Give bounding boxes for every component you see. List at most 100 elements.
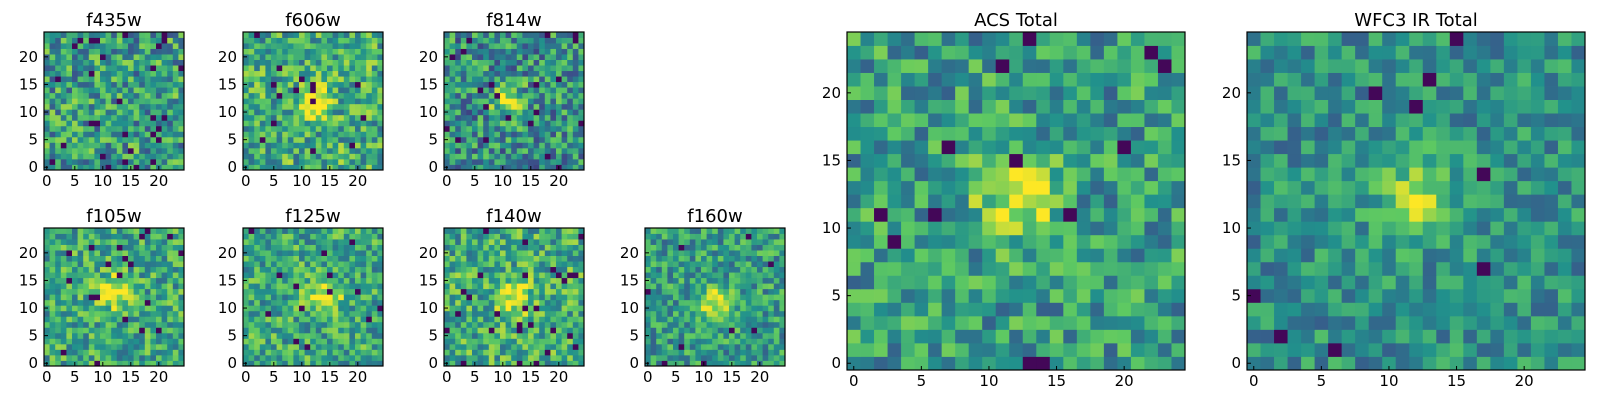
heatmap-cell: [88, 332, 95, 339]
heatmap-cell: [706, 316, 713, 323]
heatmap-cell: [667, 244, 674, 251]
heatmap-cell: [139, 228, 146, 234]
heatmap-cell: [83, 277, 90, 284]
heatmap-cell: [505, 255, 512, 262]
heatmap-cell: [1130, 207, 1145, 222]
heatmap-cell: [315, 244, 322, 251]
heatmap-cell: [556, 316, 562, 323]
heatmap-cell: [105, 54, 112, 60]
heatmap-cell: [544, 255, 551, 262]
heatmap-cell: [779, 239, 786, 245]
heatmap-cell: [248, 244, 255, 251]
heatmap-cell: [539, 294, 546, 301]
axes-frame: [43, 227, 185, 367]
heatmap-cell: [83, 32, 90, 38]
heatmap-cell: [133, 76, 140, 83]
heatmap-cell: [757, 288, 763, 295]
heatmap-cell: [779, 294, 786, 301]
heatmap-cell: [483, 294, 490, 301]
heatmap-cell: [887, 207, 902, 222]
heatmap-cell: [556, 54, 562, 60]
heatmap-cell: [488, 299, 495, 306]
heatmap-cell: [995, 275, 1010, 290]
heatmap-cell: [88, 228, 95, 234]
heatmap-cell: [338, 294, 345, 301]
heatmap-cell: [265, 354, 272, 361]
heatmap-cell: [304, 244, 311, 251]
heatmap-cell: [271, 266, 277, 273]
heatmap-cell: [539, 272, 546, 279]
heatmap-cell: [88, 294, 95, 301]
heatmap-cell: [483, 349, 490, 356]
heatmap-cell: [689, 321, 696, 328]
heatmap-cell: [282, 48, 289, 55]
heatmap-cell: [444, 310, 450, 317]
heatmap-cell: [757, 299, 763, 306]
heatmap-cell: [366, 354, 373, 361]
heatmap-cell: [105, 283, 112, 290]
heatmap-cell: [343, 349, 350, 356]
heatmap-cell: [494, 332, 501, 339]
heatmap-cell: [315, 48, 322, 55]
heatmap-cell: [472, 354, 478, 361]
heatmap-cell: [167, 125, 174, 132]
heatmap-cell: [377, 239, 384, 245]
x-tick-label: 5: [470, 172, 480, 190]
heatmap-cell: [271, 294, 277, 301]
heatmap-cell: [773, 327, 780, 334]
heatmap-cell: [779, 321, 786, 328]
heatmap-cell: [941, 153, 956, 168]
heatmap-cell: [500, 81, 506, 88]
heatmap-cell: [567, 272, 574, 279]
heatmap-cell: [1076, 167, 1091, 182]
heatmap-cell: [310, 261, 317, 268]
heatmap-cell: [349, 244, 356, 251]
heatmap-cell: [355, 65, 361, 72]
heatmap-cell: [321, 360, 328, 367]
heatmap-cell: [712, 255, 719, 262]
heatmap-cell: [1144, 194, 1159, 209]
heatmap-cell: [483, 147, 490, 154]
heatmap-cell: [310, 65, 317, 72]
heatmap-cell: [315, 125, 322, 132]
heatmap-cell: [444, 244, 450, 251]
heatmap-cell: [689, 299, 696, 306]
x-tick-label: 20: [549, 172, 568, 190]
heatmap-cell: [287, 255, 294, 262]
heatmap-cell: [528, 54, 534, 60]
heatmap-cell: [282, 32, 289, 38]
heatmap-cell: [483, 43, 490, 49]
heatmap-cell: [444, 255, 450, 262]
heatmap-cell: [1036, 315, 1051, 330]
heatmap-cell: [254, 354, 261, 361]
heatmap-cell: [144, 310, 151, 317]
axes-frame: [242, 31, 384, 171]
heatmap-cell: [60, 87, 67, 94]
heatmap-cell: [1049, 207, 1064, 222]
heatmap-cell: [734, 233, 741, 240]
heatmap-cell: [44, 131, 50, 138]
heatmap-cell: [477, 109, 484, 116]
heatmap-cell: [494, 244, 501, 251]
heatmap-cell: [343, 360, 350, 367]
heatmap-cell: [1036, 275, 1051, 290]
heatmap-cell: [338, 266, 345, 273]
heatmap-cell: [745, 338, 752, 345]
heatmap-cell: [366, 299, 373, 306]
heatmap-cell: [645, 310, 651, 317]
heatmap-cell: [265, 76, 272, 83]
heatmap-cell: [100, 32, 106, 38]
heatmap-cell: [254, 255, 261, 262]
heatmap-cell: [72, 338, 78, 345]
heatmap-cell: [116, 338, 123, 345]
heatmap-cell: [88, 120, 95, 127]
heatmap-cell: [178, 250, 185, 256]
heatmap-cell: [860, 167, 875, 182]
heatmap-cell: [49, 114, 56, 121]
heatmap-cell: [968, 342, 983, 357]
heatmap-cell: [371, 142, 378, 149]
heatmap-cell: [887, 342, 902, 357]
heatmap-cell: [55, 142, 62, 149]
heatmap-cell: [656, 266, 663, 273]
heatmap-cell: [678, 316, 685, 323]
